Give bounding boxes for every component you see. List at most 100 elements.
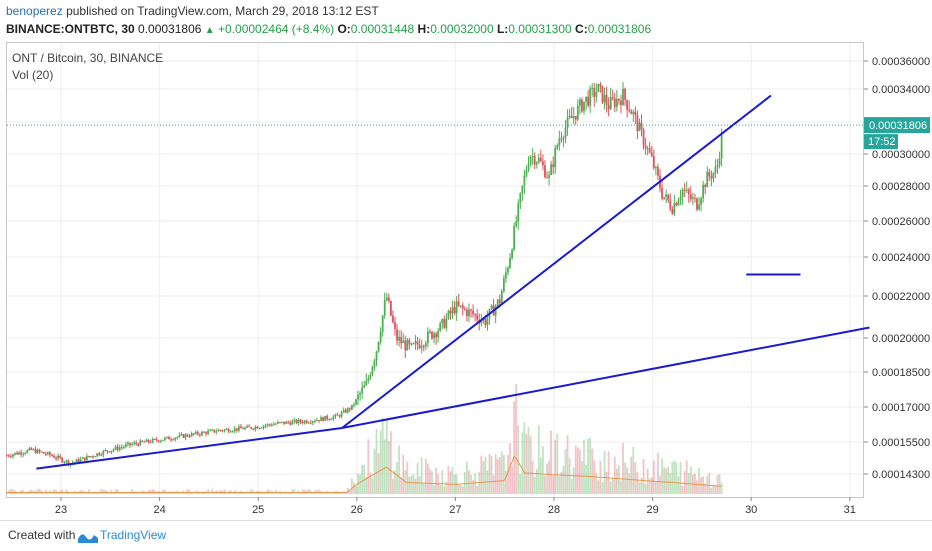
publication-line: benoperez published on TradingView.com, … <box>6 4 379 18</box>
candle-body <box>326 415 329 420</box>
price-chart[interactable]: 0.00036000 0.00034000 0.00032000 0.00030000… <box>0 0 932 520</box>
candle-body <box>332 416 335 420</box>
volume-bar <box>353 482 355 494</box>
candle-body <box>213 429 216 433</box>
candle-body <box>642 129 645 146</box>
candle-body <box>379 331 382 342</box>
candle-body <box>502 278 505 292</box>
volume-bar <box>568 458 571 494</box>
candle-body <box>240 426 242 429</box>
footer: Created with TradingView <box>0 520 932 551</box>
candle-body <box>597 84 600 93</box>
volume-bar <box>502 454 505 494</box>
volume-bar <box>451 466 454 494</box>
volume-bar <box>180 492 183 494</box>
candle-body <box>305 420 308 423</box>
volume-bar <box>90 492 92 494</box>
open-label: O: <box>337 22 351 36</box>
legend-series[interactable]: ONT / Bitcoin, 30, BINANCE <box>12 51 164 65</box>
volume-bar <box>578 449 581 494</box>
candle-body <box>548 174 550 178</box>
candle-body <box>127 442 129 445</box>
volume-bar <box>420 457 423 494</box>
volume-bar <box>30 489 33 494</box>
volume-bar <box>396 462 398 494</box>
volume-bar <box>9 489 12 494</box>
created-with-text: Created with <box>8 528 76 542</box>
candle-body <box>398 336 401 341</box>
candle-body <box>550 164 553 175</box>
candle-body <box>622 88 624 106</box>
volume-bar <box>704 483 707 494</box>
candle-body <box>359 393 361 395</box>
candle-body <box>704 184 707 188</box>
volume-bar <box>708 473 711 494</box>
chart-legend: ONT / Bitcoin, 30, BINANCE Vol (20) <box>12 50 163 84</box>
volume-bar <box>505 470 507 494</box>
x-tick-label: 27 <box>449 504 461 516</box>
volume-bar <box>482 461 485 494</box>
candle-body <box>373 360 376 367</box>
candle-body <box>229 431 232 433</box>
volume-bar <box>392 478 394 494</box>
candle-body <box>16 452 18 455</box>
candle-body <box>675 203 678 206</box>
volume-bar <box>710 488 713 494</box>
volume-bar <box>605 471 608 494</box>
candle-body <box>459 305 462 307</box>
candle-body <box>490 305 493 310</box>
candle-body <box>135 442 138 444</box>
volume-bar <box>527 427 530 494</box>
candle-body <box>546 177 548 179</box>
volume-bar <box>564 448 567 494</box>
candle-body <box>691 197 694 200</box>
candle-body <box>570 116 573 119</box>
candle-body <box>593 87 596 97</box>
low-value: 0.00031300 <box>508 22 572 36</box>
legend-indicator[interactable]: Vol (20) <box>12 68 54 82</box>
candle-body <box>277 422 279 424</box>
tradingview-brand[interactable]: TradingView <box>100 528 167 542</box>
volume-bar <box>424 458 427 494</box>
candle-body <box>702 184 705 199</box>
candle-body <box>143 441 146 443</box>
volume-bar <box>344 492 347 494</box>
candle-body <box>92 456 94 458</box>
candle-body <box>620 100 622 106</box>
volume-bar <box>371 477 374 494</box>
candle-body <box>346 408 349 413</box>
candle-body <box>46 452 49 455</box>
candle-body <box>176 436 179 438</box>
candle-body <box>139 440 142 446</box>
volume-bar <box>671 461 674 494</box>
candle-body <box>657 167 659 176</box>
candle-body <box>34 449 37 454</box>
candle-body <box>40 451 43 453</box>
candle-body <box>494 306 497 316</box>
author-link[interactable]: benoperez <box>6 4 63 18</box>
volume-bar <box>250 488 253 494</box>
candle-body <box>385 297 388 301</box>
price-badge-text: 0.00031806 <box>869 120 927 132</box>
candle-body <box>116 446 119 450</box>
candle-body <box>233 428 236 432</box>
volume-bar <box>102 489 105 494</box>
volume-bar <box>636 472 639 494</box>
candle-body <box>420 346 423 349</box>
candle-body <box>129 442 131 445</box>
candle-body <box>227 428 230 432</box>
volume-bar <box>611 477 614 494</box>
candle-body <box>716 164 719 168</box>
candle-body <box>237 426 240 431</box>
candle-body <box>320 417 322 421</box>
candle-body <box>281 421 283 423</box>
volume-bar <box>468 470 470 494</box>
x-tick-label: 30 <box>745 504 757 516</box>
candle-body <box>714 167 717 173</box>
volume-bar <box>566 435 569 494</box>
candle-body <box>700 198 702 205</box>
candle-body <box>535 162 538 165</box>
volume-bar <box>16 492 18 494</box>
volume-bar <box>211 488 214 494</box>
chart-area[interactable] <box>6 42 864 498</box>
